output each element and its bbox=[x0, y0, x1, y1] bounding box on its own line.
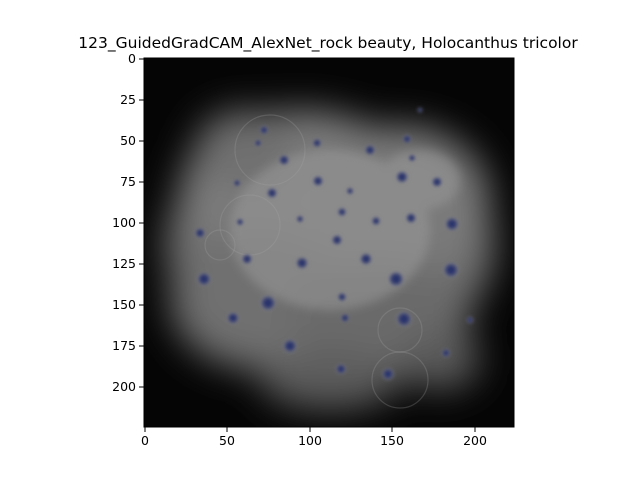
axes-frame bbox=[143, 57, 515, 428]
y-tick-label: 175 bbox=[112, 338, 136, 353]
y-tick-label: 100 bbox=[112, 215, 136, 230]
y-tick-label: 50 bbox=[120, 133, 136, 148]
x-axis-ticks bbox=[144, 427, 476, 432]
y-tick-label: 0 bbox=[128, 51, 136, 66]
plot-title: 123_GuidedGradCAM_AlexNet_rock beauty, H… bbox=[78, 34, 578, 52]
y-tick-label: 125 bbox=[112, 256, 136, 271]
x-tick-label: 50 bbox=[219, 433, 235, 448]
y-tick-label: 150 bbox=[112, 297, 136, 312]
saliency-image bbox=[144, 58, 514, 427]
x-tick-label: 150 bbox=[380, 433, 404, 448]
y-tick-label: 25 bbox=[120, 92, 136, 107]
x-tick-label: 0 bbox=[141, 433, 149, 448]
y-axis-ticks bbox=[139, 58, 144, 388]
x-tick-label: 100 bbox=[298, 433, 322, 448]
x-tick-label: 200 bbox=[463, 433, 487, 448]
y-tick-label: 200 bbox=[112, 379, 136, 394]
y-tick-label: 75 bbox=[120, 174, 136, 189]
